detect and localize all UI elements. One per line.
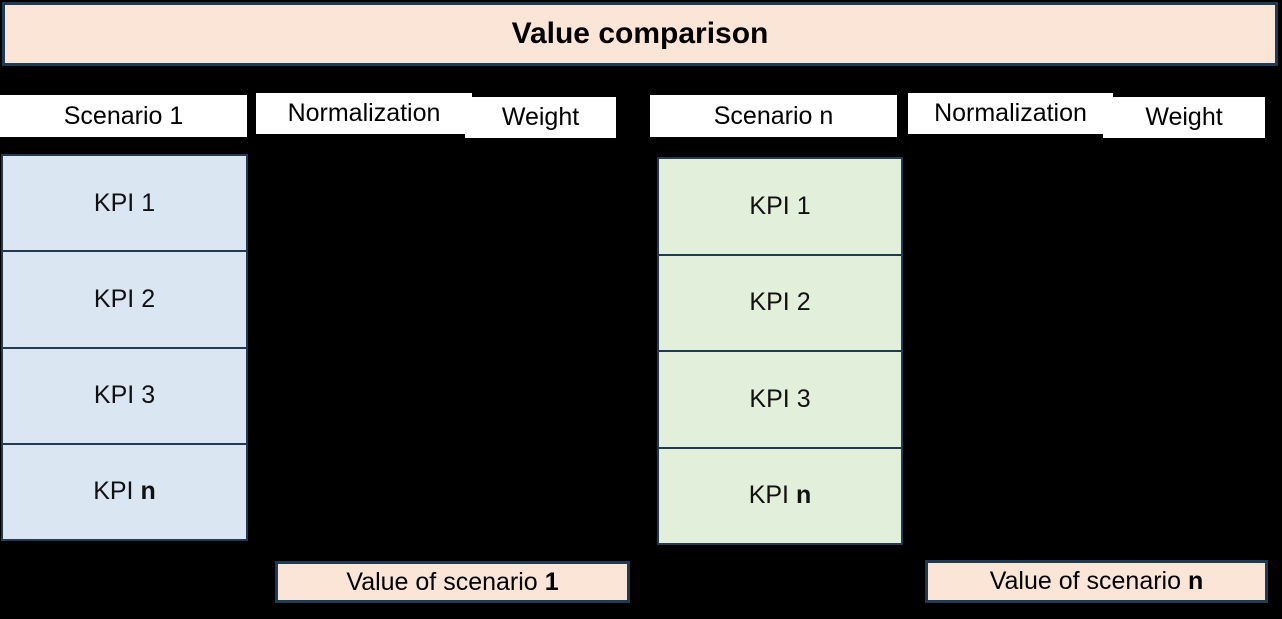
kpi-label-suffix: 2	[141, 284, 156, 313]
value-label-prefix: Value of scenario	[346, 567, 538, 596]
kpi-label-suffix: 3	[796, 384, 811, 413]
value-of-scenario-1-box: Value of scenario 1	[275, 561, 630, 603]
value-of-scenario-n-box: Value of scenario n	[925, 560, 1268, 603]
kpi-label-prefix: KPI	[749, 191, 790, 220]
kpi-label-suffix: 1	[141, 188, 156, 217]
scenario-1-weight-header: Weight	[465, 97, 616, 138]
title-bar: Value comparison	[2, 2, 1278, 66]
kpi-row: KPI n	[659, 449, 901, 544]
kpi-label-prefix: KPI	[93, 381, 135, 410]
kpi-label-suffix: n	[796, 481, 812, 510]
kpi-label-prefix: KPI	[748, 481, 789, 510]
kpi-row: KPI 2	[3, 252, 246, 349]
scenario-n-normalization-header: Normalization	[908, 93, 1113, 134]
value-label-prefix: Value of scenario	[989, 567, 1182, 595]
kpi-row: KPI 3	[659, 352, 901, 449]
kpi-row: KPI n	[3, 445, 246, 539]
kpi-label-prefix: KPI	[749, 384, 790, 413]
value-label-suffix: n	[1188, 567, 1204, 595]
kpi-label-prefix: KPI	[93, 477, 134, 506]
kpi-row: KPI 2	[659, 256, 901, 352]
scenario-1-kpi-column: KPI 1 KPI 2 KPI 3 KPI n	[1, 154, 248, 541]
kpi-label-suffix: 3	[141, 381, 156, 410]
scenario-1-normalization-header: Normalization	[256, 93, 472, 134]
kpi-label-suffix: 2	[796, 288, 811, 317]
kpi-label-suffix: 1	[796, 191, 811, 220]
scenario-n-header: Scenario n	[650, 95, 897, 137]
kpi-row: KPI 3	[3, 349, 246, 445]
kpi-row: KPI 1	[3, 156, 246, 253]
scenario-n-weight-header: Weight	[1103, 97, 1265, 138]
scenario-n-kpi-column: KPI 1 KPI 2 KPI 3 KPI n	[657, 157, 903, 545]
kpi-label-suffix: n	[140, 477, 156, 506]
page-title: Value comparison	[511, 17, 769, 50]
value-label-suffix: 1	[544, 567, 559, 596]
kpi-row: KPI 1	[659, 159, 901, 256]
scenario-1-header: Scenario 1	[0, 95, 247, 137]
kpi-label-prefix: KPI	[749, 288, 790, 317]
kpi-label-prefix: KPI	[93, 284, 135, 313]
kpi-label-prefix: KPI	[93, 188, 135, 217]
